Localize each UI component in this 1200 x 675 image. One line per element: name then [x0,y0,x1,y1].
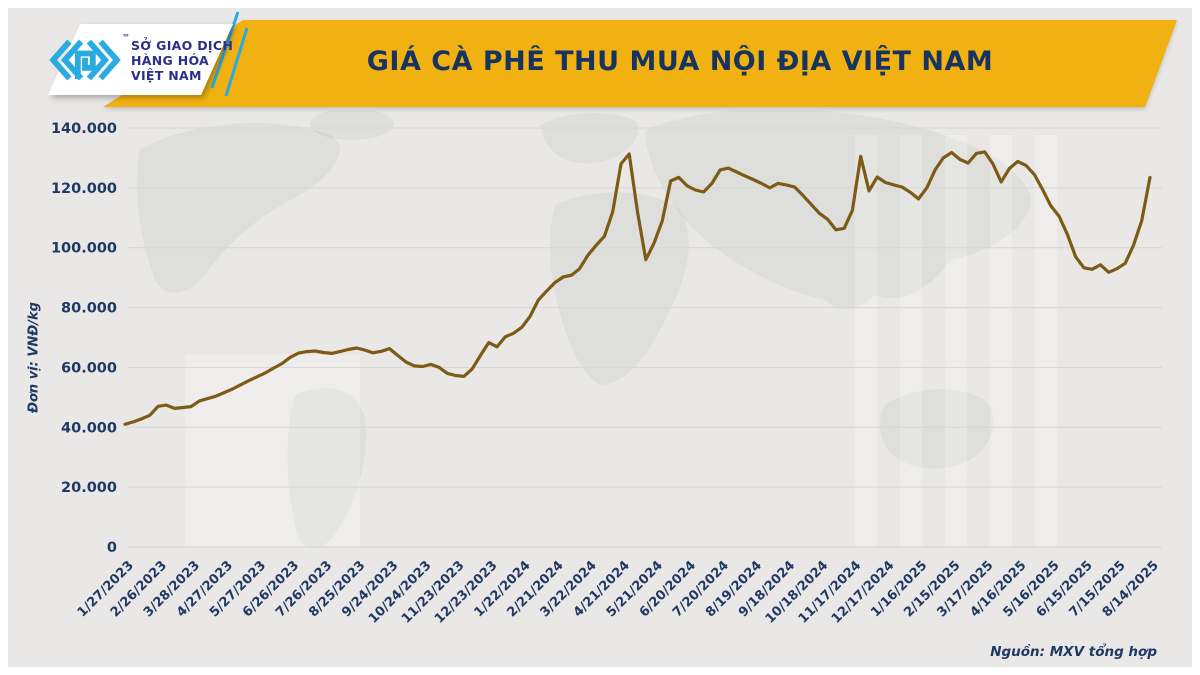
y-axis-tick-label: 120.000 [51,181,117,197]
grid-layer [127,127,1162,548]
page-title: GIÁ CÀ PHÊ THU MUA NỘI ĐỊA VIỆT NAM [366,46,994,77]
logo-org-line-1: SỞ GIAO DỊCH [131,38,234,53]
y-axis-labels: 0 20.000 40.000 60.000 80.000 100.000 120.000 1… [51,121,117,556]
y-axis-tick-label: 20.000 [61,480,117,496]
logo-org-name: SỞ GIAO DỊCH HÀNG HÓA VIỆT NAM [131,38,233,83]
logo-org-line-3: VIỆT NAM [131,68,202,83]
title-banner-shape [103,20,1177,107]
x-axis-labels: 1/27/20232/26/20233/28/20234/27/20235/27… [75,558,1162,626]
y-axis-tick-label: 100.000 [51,241,117,257]
mxv-logo-icon [49,39,121,81]
y-axis-tick-label: 140.000 [51,121,117,137]
price-line-series [123,150,1152,426]
chart-background [8,8,1192,667]
background-bars-watermark [185,135,1057,547]
y-axis-tick-label: 40.000 [61,420,117,436]
y-axis-tick-label: 80.000 [61,301,117,317]
trademark-symbol: ™ [122,33,130,42]
y-axis-tick-label: 0 [107,540,117,556]
logo-org-line-2: HÀNG HÓA [131,53,210,68]
y-axis-unit-label: Đơn vị: VNĐ/kg [26,302,42,413]
price-line-chart: 0 20.000 40.000 60.000 80.000 100.000 120.000 1… [51,110,1162,627]
banner-accent-slashes [210,11,249,97]
mxv-logo-card [48,24,233,95]
header-banner [48,11,1177,107]
y-axis-tick-label: 60.000 [61,360,117,376]
source-note: Nguồn: MXV tổng hợp [990,644,1157,660]
